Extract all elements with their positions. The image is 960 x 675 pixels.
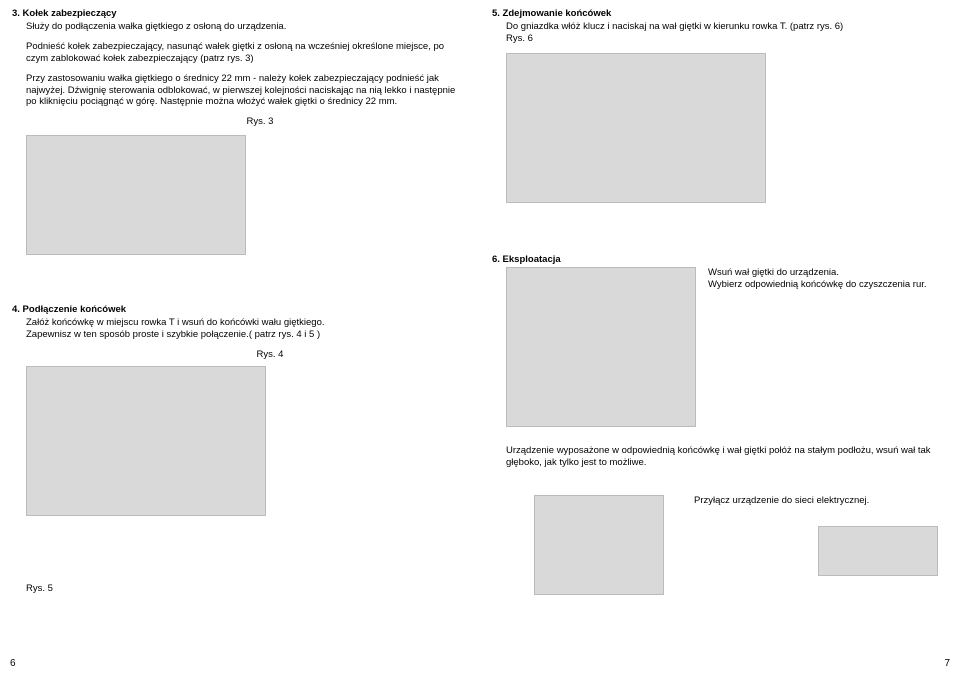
section-5-title: 5. Zdejmowanie końcówek [492, 8, 948, 19]
plug-image [818, 526, 938, 576]
figure-4-image [26, 366, 266, 516]
section-6-title: 6. Eksploatacja [492, 254, 948, 265]
section-6-note-2: Przyłącz urządzenie do sieci elektryczne… [694, 495, 948, 506]
section-3-title: 3. Kołek zabezpieczący [12, 8, 468, 19]
figure-3-label: Rys. 3 [52, 116, 468, 127]
left-page: 3. Kołek zabezpieczący Służy do podłącze… [0, 0, 480, 675]
section-3-body-2: Podnieść kołek zabezpieczający, nasunąć … [26, 41, 468, 65]
section-5-body-1: Do gniazdka włóż klucz i naciskaj na wał… [506, 21, 948, 33]
section-4-title: 4. Podłączenie końcówek [12, 304, 468, 315]
figure-6-caption-top: Rys. 6 [506, 33, 948, 45]
figure-3-image [26, 135, 246, 255]
figure-4-label: Rys. 4 [72, 349, 468, 360]
figure-5-label: Rys. 5 [26, 583, 468, 594]
section-6-body-1: Wsuń wał giętki do urządzenia. [708, 267, 927, 279]
page-number-right: 7 [944, 658, 950, 669]
figure-6-image [506, 53, 766, 203]
page-number-left: 6 [10, 658, 16, 669]
section-6-body-2: Wybierz odpowiednią końcówkę do czyszcze… [708, 279, 927, 291]
section-4-body-1: Załóż końcówkę w miejscu rowka T i wsuń … [26, 317, 468, 329]
operation-image-1 [506, 267, 696, 427]
section-6-note-1: Urządzenie wyposażone w odpowiednią końc… [506, 445, 948, 469]
section-4-body-2: Zapewnisz w ten sposób proste i szybkie … [26, 329, 468, 341]
section-3-body-3: Przy zastosowaniu wałka giętkiego o śred… [26, 73, 468, 109]
right-page: 5. Zdejmowanie końcówek Do gniazdka włóż… [480, 0, 960, 675]
section-3-body-1: Służy do podłączenia wałka giętkiego z o… [26, 21, 468, 33]
socket-image [534, 495, 664, 595]
